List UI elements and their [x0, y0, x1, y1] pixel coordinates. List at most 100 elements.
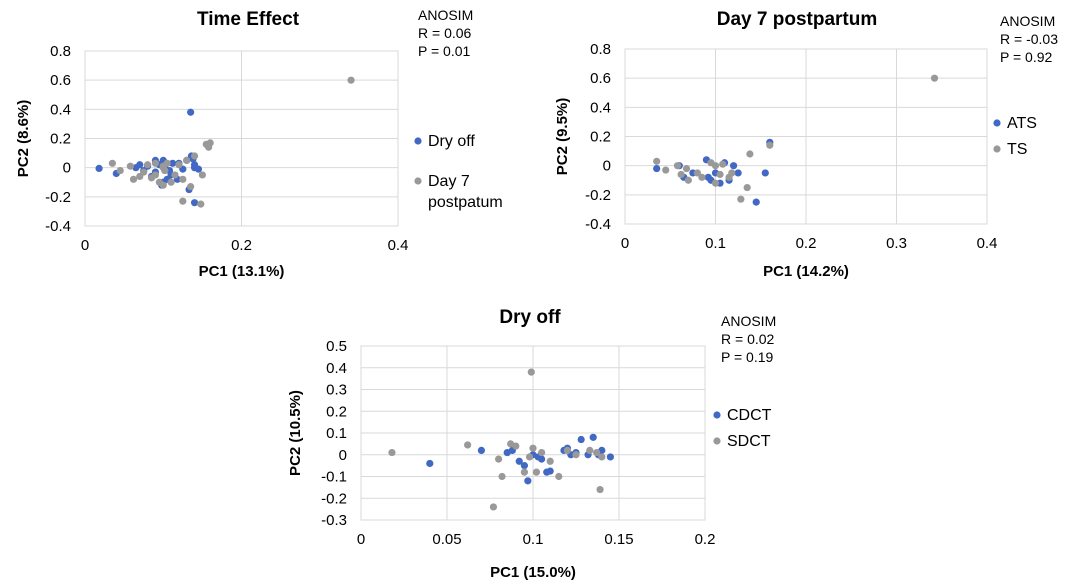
data-point [734, 169, 742, 177]
y-tick-label: 0.1 [326, 425, 347, 442]
data-point [766, 141, 774, 149]
data-point [698, 173, 706, 181]
data-point [206, 139, 214, 147]
y-tick-label: 0.6 [590, 70, 611, 87]
chart-title: Dry off [499, 307, 561, 328]
y-tick-label: -0.2 [585, 187, 611, 204]
data-point [464, 441, 472, 449]
data-point [347, 76, 355, 84]
y-tick-label: 0.4 [590, 99, 611, 116]
chart-title: Time Effect [197, 9, 300, 30]
data-point [730, 162, 738, 170]
y-tick-label: 0.4 [50, 101, 71, 118]
anosim-annotation: P = 0.92 [1000, 49, 1053, 65]
x-tick-label: 0.2 [231, 237, 252, 254]
data-point [187, 108, 195, 116]
y-tick-label: 0.8 [50, 43, 71, 60]
y-tick-label: 0.3 [326, 382, 347, 399]
data-point [116, 166, 124, 175]
data-point [187, 183, 195, 191]
data-point [524, 477, 532, 485]
data-point [388, 448, 396, 457]
data-point [198, 171, 206, 179]
data-point [477, 446, 485, 454]
y-tick-label: -0.2 [321, 490, 347, 507]
y-tick-label: 0.8 [590, 41, 611, 58]
data-point [716, 170, 724, 179]
plot-area [84, 50, 399, 227]
data-point [752, 198, 760, 206]
anosim-annotation: ANOSIM [721, 313, 776, 329]
legend-marker [414, 137, 422, 145]
data-point [151, 159, 160, 167]
data-point [179, 197, 187, 205]
data-point [140, 168, 148, 176]
anosim-annotation: ANOSIM [418, 7, 473, 23]
y-tick-label: 0.6 [50, 72, 71, 89]
y-tick-label: 0 [603, 158, 611, 175]
y-axis-label: PC2 (9.5%) [554, 98, 571, 176]
chart-title: Day 7 postpartum [717, 9, 877, 30]
data-point [175, 161, 183, 169]
anosim-annotation: R = 0.02 [721, 331, 775, 347]
data-point [144, 161, 152, 169]
x-tick-label: 0.4 [388, 237, 409, 254]
data-point [498, 472, 506, 481]
data-point [693, 169, 702, 177]
y-tick-label: 0.2 [326, 403, 347, 420]
data-point [593, 448, 601, 457]
data-point [190, 152, 199, 160]
data-point [711, 179, 720, 187]
data-point [532, 468, 541, 476]
data-point [190, 199, 199, 207]
data-point [563, 446, 572, 454]
series-2 [108, 76, 355, 208]
data-point [662, 166, 670, 174]
y-axis-label: PC2 (8.6%) [15, 100, 32, 178]
data-point [159, 162, 167, 170]
data-point [577, 435, 585, 444]
data-point [572, 451, 580, 459]
data-point [529, 444, 537, 452]
data-point [151, 171, 160, 179]
legend-entry: CDCT [727, 407, 772, 424]
data-point [684, 176, 692, 184]
chart-panel-3: -0.3 -0.2 -0.1 0 0.1 0.2 0.3 0.4 0.5 0 0.05 0.1 0.15… [287, 307, 776, 581]
data-point [171, 171, 179, 179]
data-point [520, 462, 529, 470]
legend-entry: ATS [1007, 115, 1037, 132]
x-tick-label: 0.2 [796, 235, 817, 252]
data-point [525, 453, 534, 461]
data-point [546, 467, 554, 475]
data-point [761, 169, 769, 177]
data-point [598, 453, 606, 461]
data-point [589, 433, 597, 441]
y-tick-label: -0.1 [321, 469, 347, 486]
data-point [743, 183, 751, 192]
x-tick-label: 0.4 [977, 235, 998, 252]
data-point [426, 459, 434, 468]
series-2 [388, 368, 606, 511]
data-point [546, 457, 554, 465]
legend-marker [414, 177, 422, 185]
data-point [653, 157, 661, 165]
y-tick-label: -0.4 [585, 216, 611, 233]
x-tick-label: 0.1 [523, 531, 544, 548]
x-tick-label: 0 [81, 237, 89, 254]
y-tick-label: 0.4 [326, 360, 347, 377]
data-point [673, 162, 682, 170]
data-point [197, 200, 205, 208]
data-point [167, 178, 175, 186]
data-point [520, 468, 529, 476]
data-point [596, 485, 604, 494]
chart-panel-1: -0.4 -0.2 0 0.2 0.4 0.6 0.8 0 0.2 0.4 Time Effect P… [15, 7, 503, 280]
legend-marker [713, 411, 721, 419]
data-point [129, 175, 138, 183]
legend-entry: Dry off [428, 133, 475, 150]
data-point [126, 162, 134, 170]
data-point [555, 472, 563, 481]
data-point [95, 164, 103, 172]
legend-marker [713, 437, 721, 445]
y-tick-label: -0.2 [45, 189, 71, 206]
